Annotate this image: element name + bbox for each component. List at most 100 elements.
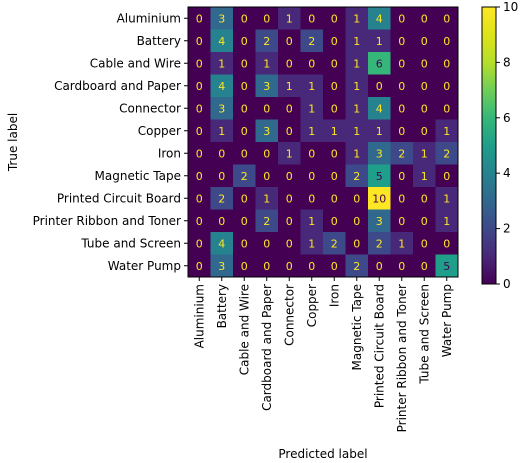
- cell-value-label: 1: [443, 125, 450, 138]
- cell-value-label: 2: [353, 260, 360, 273]
- cell-value-label: 1: [353, 35, 360, 48]
- cell-value-label: 1: [353, 147, 360, 160]
- heatmap-cell: [188, 164, 211, 188]
- cell-value-label: 0: [196, 260, 203, 273]
- y-tick-label: Water Pump: [108, 259, 181, 273]
- heatmap-cell: [435, 142, 459, 165]
- cell-value-label: 2: [398, 147, 405, 160]
- heatmap-cell: [210, 52, 234, 75]
- cell-value-label: 0: [331, 170, 338, 183]
- cell-value-label: 0: [331, 215, 338, 228]
- cell-value-label: 1: [331, 125, 338, 138]
- cell-value-label: 0: [241, 260, 248, 273]
- cell-value-label: 0: [443, 237, 450, 250]
- colorbar-tick-label: 4: [503, 166, 511, 180]
- cell-value-label: 0: [263, 12, 270, 25]
- heatmap-cell: [413, 52, 436, 75]
- cell-value-label: 0: [286, 260, 293, 273]
- heatmap-cell: [413, 187, 436, 210]
- heatmap-cell: [233, 187, 256, 210]
- x-tick-label: Printer Ribbon and Toner: [395, 284, 409, 432]
- heatmap-cell: [435, 97, 459, 120]
- cell-value-label: 0: [421, 215, 428, 228]
- heatmap-cell: [345, 74, 369, 98]
- cell-value-label: 0: [443, 102, 450, 115]
- heatmap-cell: [390, 142, 414, 165]
- cell-value-label: 0: [308, 170, 315, 183]
- colorbar-gradient: [481, 6, 497, 285]
- heatmap-cell: [413, 209, 436, 233]
- heatmap-cell: [210, 254, 234, 278]
- heatmap-cell: [210, 164, 234, 188]
- cell-value-labels: 0 3 0 0 1 0 0 1 4 0 0 00 4 0 2 0 2 0 1 1 0 0 00 1 0 1 0 0 0 1 6 0 0 00 4 0 3…: [196, 12, 451, 273]
- heatmap-cell: [255, 209, 279, 233]
- cell-value-label: 2: [308, 35, 315, 48]
- cell-value-label: 0: [241, 237, 248, 250]
- cell-value-label: 0: [241, 57, 248, 70]
- y-tick-label: Cardboard and Paper: [54, 79, 181, 93]
- heatmap-cell: [390, 164, 414, 188]
- cell-value-label: 1: [308, 80, 315, 93]
- cell-value-label: 3: [263, 80, 270, 93]
- heatmap-cell: [300, 119, 324, 143]
- heatmap-cell: [278, 254, 301, 278]
- y-tick-label: Connector: [119, 101, 181, 115]
- heatmap-cell: [210, 119, 234, 143]
- cell-value-label: 0: [241, 215, 248, 228]
- heatmap-cell: [323, 209, 346, 233]
- y-axis-ticks: Aluminium Battery Cable and Wire Cardboard …: [33, 11, 188, 273]
- heatmap-cell: [233, 209, 256, 233]
- heatmap-cell: [255, 187, 279, 210]
- heatmap-cell: [188, 52, 211, 75]
- cell-value-label: 0: [398, 80, 405, 93]
- heatmap-cell: [188, 209, 211, 233]
- heatmap-cell: [233, 142, 256, 165]
- heatmap-cell: [413, 142, 436, 165]
- cell-value-label: 0: [196, 80, 203, 93]
- heatmap-cell: [300, 209, 324, 233]
- cell-value-label: 1: [421, 147, 428, 160]
- cell-value-label: 0: [286, 237, 293, 250]
- heatmap-cell: [435, 74, 459, 98]
- heatmap-cell: [435, 209, 459, 233]
- heatmap-cell: [233, 119, 256, 143]
- heatmap-cell: [233, 52, 256, 75]
- cell-value-label: 0: [263, 102, 270, 115]
- cell-value-label: 5: [443, 260, 450, 273]
- heatmap-cell: [323, 97, 346, 120]
- heatmap-cell: [390, 74, 414, 98]
- cell-value-label: 0: [241, 80, 248, 93]
- heatmap-cell: [435, 119, 459, 143]
- heatmap-cell: [188, 232, 211, 255]
- x-tick-label: Printed Circuit Board: [372, 284, 386, 408]
- heatmap-cell: [278, 142, 301, 165]
- heatmap-cell: [323, 232, 346, 255]
- heatmap-cell: [345, 52, 369, 75]
- x-tick-label: Cable and Wire: [237, 284, 251, 375]
- cell-value-label: 1: [353, 102, 360, 115]
- heatmap-cell: [368, 164, 391, 188]
- heatmap-cell: [390, 187, 414, 210]
- cell-value-label: 1: [376, 35, 383, 48]
- cell-value-label: 1: [286, 12, 293, 25]
- heatmap-cell: [345, 254, 369, 278]
- heatmap-cell: [323, 142, 346, 165]
- cell-value-label: 1: [263, 192, 270, 205]
- cell-value-label: 0: [263, 260, 270, 273]
- cell-value-label: 0: [286, 102, 293, 115]
- heatmap-cell: [255, 232, 279, 255]
- heatmap-cell: [435, 254, 459, 278]
- cell-value-label: 0: [398, 57, 405, 70]
- cell-value-label: 2: [263, 215, 270, 228]
- heatmap-cell: [300, 29, 324, 53]
- heatmap-cell: [413, 7, 436, 30]
- heatmap-cell: [368, 7, 391, 30]
- cell-value-label: 1: [263, 57, 270, 70]
- heatmap-cell: [390, 97, 414, 120]
- heatmap-cell: [390, 119, 414, 143]
- cell-value-label: 2: [241, 170, 248, 183]
- heatmap-cell: [255, 142, 279, 165]
- heatmap-cell: [210, 7, 234, 30]
- heatmap-cell: [210, 142, 234, 165]
